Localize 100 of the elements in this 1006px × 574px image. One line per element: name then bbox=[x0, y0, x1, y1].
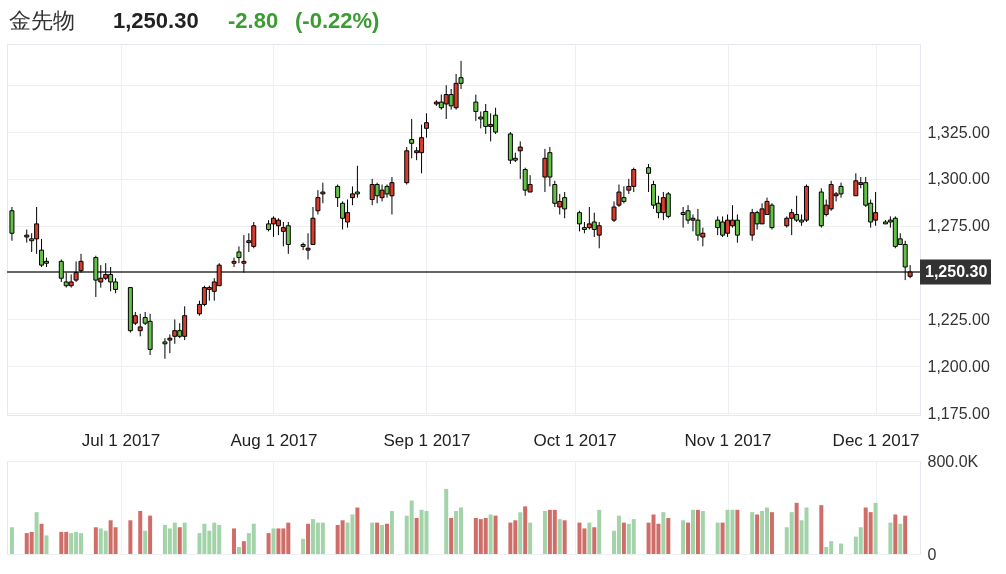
bar bbox=[454, 510, 459, 554]
bar bbox=[320, 522, 325, 554]
bar bbox=[182, 522, 187, 554]
bar bbox=[661, 512, 666, 554]
candlestick bbox=[340, 200, 346, 230]
candlestick bbox=[354, 165, 360, 199]
bar bbox=[804, 507, 809, 554]
bar bbox=[700, 510, 705, 554]
bar bbox=[631, 519, 636, 554]
candlestick bbox=[734, 214, 740, 244]
bar bbox=[251, 523, 256, 554]
bar bbox=[523, 506, 528, 554]
bar bbox=[552, 509, 557, 554]
bar bbox=[266, 533, 271, 554]
bar bbox=[385, 523, 390, 554]
candlestick bbox=[285, 221, 291, 255]
bar bbox=[419, 509, 424, 554]
candlestick bbox=[335, 184, 341, 208]
candlestick bbox=[596, 221, 602, 249]
bar bbox=[380, 524, 385, 554]
bar bbox=[340, 520, 345, 554]
bar bbox=[690, 509, 695, 554]
bar bbox=[172, 522, 177, 554]
bar bbox=[306, 523, 311, 554]
candlestick bbox=[576, 210, 582, 232]
y-tick-label: 0 bbox=[927, 545, 937, 563]
text: 1,250.30 bbox=[113, 8, 199, 34]
bar bbox=[755, 514, 760, 554]
candlestick bbox=[409, 118, 415, 159]
bar bbox=[488, 514, 493, 554]
bar bbox=[350, 514, 355, 554]
bar bbox=[528, 522, 533, 554]
text: -2.80 bbox=[228, 8, 279, 34]
bar bbox=[355, 507, 360, 554]
bar bbox=[29, 531, 34, 554]
y-tick-label: 1,300.00 bbox=[927, 170, 990, 188]
x-tick-label: Nov 1 2017 bbox=[684, 430, 772, 450]
bar bbox=[789, 512, 794, 554]
candlestick bbox=[93, 255, 99, 298]
candlestick bbox=[517, 140, 523, 180]
bar bbox=[666, 517, 671, 554]
y-tick-label: 800.0K bbox=[927, 452, 979, 470]
bar bbox=[725, 509, 730, 554]
x-tick-label: Dec 1 2017 bbox=[832, 430, 920, 450]
bar bbox=[621, 522, 626, 554]
bar bbox=[93, 527, 98, 554]
x-tick-label: Oct 1 2017 bbox=[533, 430, 617, 450]
bar bbox=[449, 517, 454, 554]
bar bbox=[695, 509, 700, 554]
bar bbox=[44, 535, 49, 554]
text: (-0.22%) bbox=[295, 8, 380, 34]
bar bbox=[839, 543, 844, 554]
candlestick bbox=[646, 163, 652, 193]
bar bbox=[903, 515, 908, 554]
bar bbox=[409, 500, 414, 554]
bar bbox=[518, 512, 523, 554]
candlestick bbox=[443, 84, 449, 120]
bar bbox=[819, 505, 824, 554]
bar bbox=[177, 527, 182, 554]
candlestick bbox=[715, 215, 721, 236]
bar bbox=[232, 528, 237, 554]
bar bbox=[370, 522, 375, 554]
bar bbox=[69, 533, 74, 554]
chart-title: 金先物 bbox=[9, 8, 75, 34]
bar bbox=[483, 517, 488, 554]
bar bbox=[597, 509, 602, 554]
bar bbox=[769, 512, 774, 554]
y-tick-label: 1,225.00 bbox=[927, 310, 990, 328]
bar bbox=[750, 512, 755, 554]
bar bbox=[389, 510, 394, 554]
y-tick-label: 1,175.00 bbox=[927, 404, 990, 422]
bar bbox=[301, 538, 306, 554]
candlestick bbox=[749, 208, 755, 242]
bar bbox=[276, 528, 281, 554]
bar bbox=[39, 523, 44, 554]
bar bbox=[271, 528, 276, 554]
bar bbox=[592, 527, 597, 554]
bar bbox=[686, 522, 691, 554]
bar bbox=[873, 502, 878, 554]
bar bbox=[730, 509, 735, 554]
candlestick bbox=[58, 258, 64, 283]
bar bbox=[735, 509, 740, 554]
bar bbox=[34, 512, 39, 554]
candlestick bbox=[665, 191, 671, 219]
bar bbox=[577, 522, 582, 554]
bar bbox=[424, 510, 429, 554]
x-tick-label: Sep 1 2017 bbox=[383, 430, 471, 450]
bar bbox=[59, 531, 64, 554]
bar bbox=[542, 510, 547, 554]
candlestick bbox=[137, 313, 143, 337]
bar bbox=[508, 522, 513, 554]
y-tick-label: 1,325.00 bbox=[927, 123, 990, 141]
bar bbox=[898, 523, 903, 554]
bar bbox=[143, 530, 148, 554]
bar bbox=[720, 522, 725, 554]
bar bbox=[715, 522, 720, 554]
x-tick-label: Aug 1 2017 bbox=[230, 430, 318, 450]
bar bbox=[414, 517, 419, 554]
bar bbox=[9, 527, 14, 554]
bar bbox=[236, 547, 241, 554]
